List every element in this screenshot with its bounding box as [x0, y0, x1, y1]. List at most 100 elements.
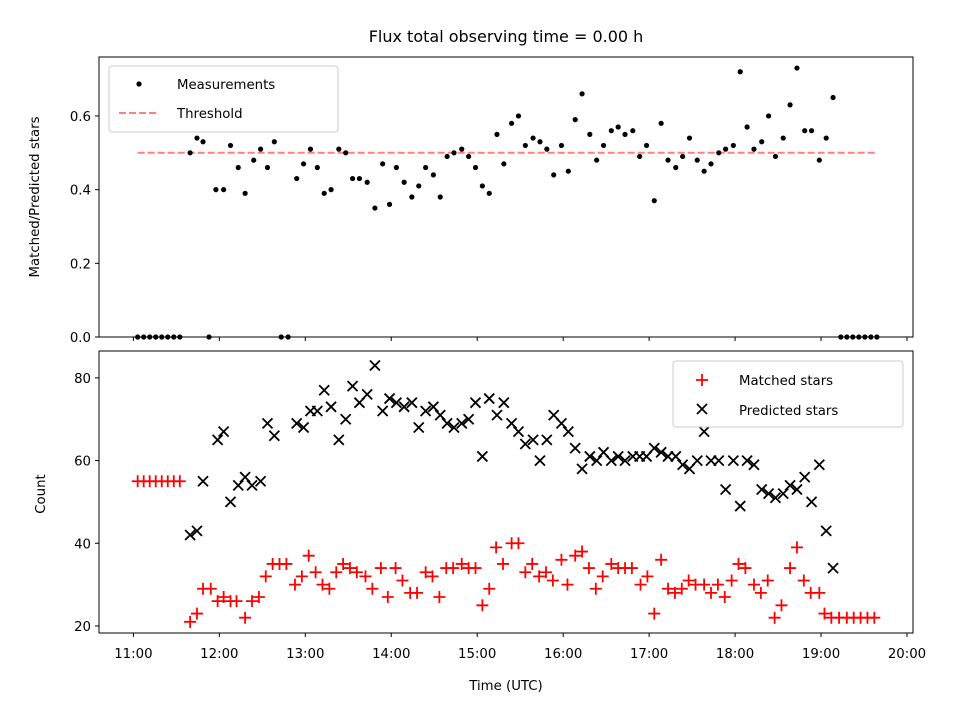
predicted-star-point — [619, 454, 631, 467]
matched-star-point — [682, 574, 695, 587]
measurement-point — [816, 157, 822, 163]
measurement-point — [200, 139, 206, 145]
measurement-point — [300, 161, 307, 167]
top-y-axis-label: Matched/Predicted stars — [28, 116, 43, 277]
predicted-star-point — [456, 417, 468, 429]
matched-star-point — [512, 537, 525, 550]
measurement-point — [364, 179, 370, 185]
predicted-star-point — [576, 463, 588, 475]
measurement-point — [643, 142, 650, 149]
predicted-star-point — [512, 425, 525, 438]
measurement-point — [794, 65, 800, 71]
measurement-point — [227, 142, 234, 149]
predicted-star-point — [318, 384, 330, 396]
matched-star-point — [366, 582, 379, 595]
matched-star-point — [330, 566, 343, 579]
measurement-point — [759, 139, 765, 145]
predicted-star-point — [612, 450, 624, 463]
matched-star-point — [555, 553, 568, 566]
matched-star-point — [533, 570, 546, 583]
measurement-point — [730, 142, 736, 149]
measurement-point — [537, 139, 543, 145]
matched-star-point — [411, 586, 424, 599]
top-panel: 0.0 0.2 0.4 0.6 Matched/Predicted stars Mea… — [28, 56, 914, 346]
matched-star-point — [813, 586, 826, 599]
predicted-star-point — [239, 471, 251, 483]
matched-star-point — [747, 578, 760, 591]
predicted-star-point — [268, 430, 280, 442]
predicted-star-point — [534, 454, 546, 467]
predicted-star-point — [505, 417, 518, 429]
matched-star-point — [761, 574, 774, 587]
measurement-point — [587, 131, 593, 137]
matched-star-point — [337, 557, 350, 570]
predicted-star-point — [406, 397, 418, 409]
predicted-star-point — [648, 442, 660, 454]
matched-star-point — [230, 595, 243, 608]
measurement-point — [479, 183, 485, 189]
predicted-star-point — [827, 562, 839, 574]
measurement-point — [194, 135, 200, 141]
matched-star-point — [641, 570, 654, 583]
predicted-star-point — [197, 475, 209, 487]
matched-star-point — [419, 566, 432, 579]
matched-star-point — [519, 566, 532, 579]
matched-star-point — [605, 557, 618, 570]
matched-star-point — [252, 591, 265, 604]
top-legend-box — [108, 65, 339, 133]
matched-star-point — [818, 607, 831, 620]
measurement-point — [213, 187, 219, 193]
predicted-star-point — [361, 388, 373, 401]
predicted-star-point — [691, 454, 703, 467]
matched-star-point — [496, 557, 509, 570]
measurement-point — [686, 135, 693, 141]
matched-star-point — [797, 574, 810, 587]
matched-star-point — [280, 557, 293, 570]
predicted-star-point — [584, 450, 596, 463]
measurement-point — [423, 164, 429, 171]
predicted-star-point — [777, 488, 789, 500]
measurement-point — [701, 168, 707, 174]
predicted-star-point — [333, 434, 345, 446]
predicted-star-point — [820, 525, 832, 537]
legend-threshold-label: Threshold — [176, 107, 243, 122]
bottom-x-tick-label: 14:00 — [372, 647, 410, 662]
matched-star-point — [309, 566, 322, 579]
matched-star-point — [447, 562, 460, 575]
bottom-x-tick-label: 16:00 — [544, 647, 582, 662]
matched-star-point — [389, 562, 402, 575]
measurement-point — [737, 69, 743, 75]
matched-star-point — [675, 582, 688, 595]
measurement-point — [494, 131, 500, 137]
measurement-point — [579, 91, 585, 97]
measurement-point — [751, 146, 757, 152]
predicted-star-point — [769, 492, 782, 504]
predicted-star-point — [655, 446, 667, 458]
measurement-point — [673, 164, 679, 171]
bottom-x-tick-label: 13:00 — [286, 647, 324, 662]
measurement-point — [430, 172, 436, 178]
matched-star-point — [476, 599, 489, 612]
measurement-point — [694, 157, 700, 163]
measurement-point — [501, 161, 507, 167]
measurement-point — [307, 146, 314, 152]
matched-star-point — [868, 611, 881, 624]
measurement-point — [328, 187, 334, 193]
top-legend: Measurements Threshold — [108, 65, 339, 133]
predicted-star-point — [377, 405, 389, 417]
matched-star-point — [539, 566, 552, 579]
predicted-star-point — [419, 405, 432, 417]
measurement-point — [565, 168, 571, 174]
matched-star-point — [483, 582, 496, 595]
measurement-point — [451, 150, 457, 156]
matched-star-point — [634, 578, 647, 591]
measurement-point — [600, 142, 607, 149]
matched-star-point — [396, 574, 409, 587]
measurement-point — [808, 128, 815, 134]
matched-star-point — [576, 545, 589, 558]
measurement-point — [551, 172, 557, 178]
bottom-x-tick-label: 11:00 — [114, 647, 152, 662]
predicted-star-point — [346, 380, 359, 392]
bottom-marks — [131, 359, 881, 628]
